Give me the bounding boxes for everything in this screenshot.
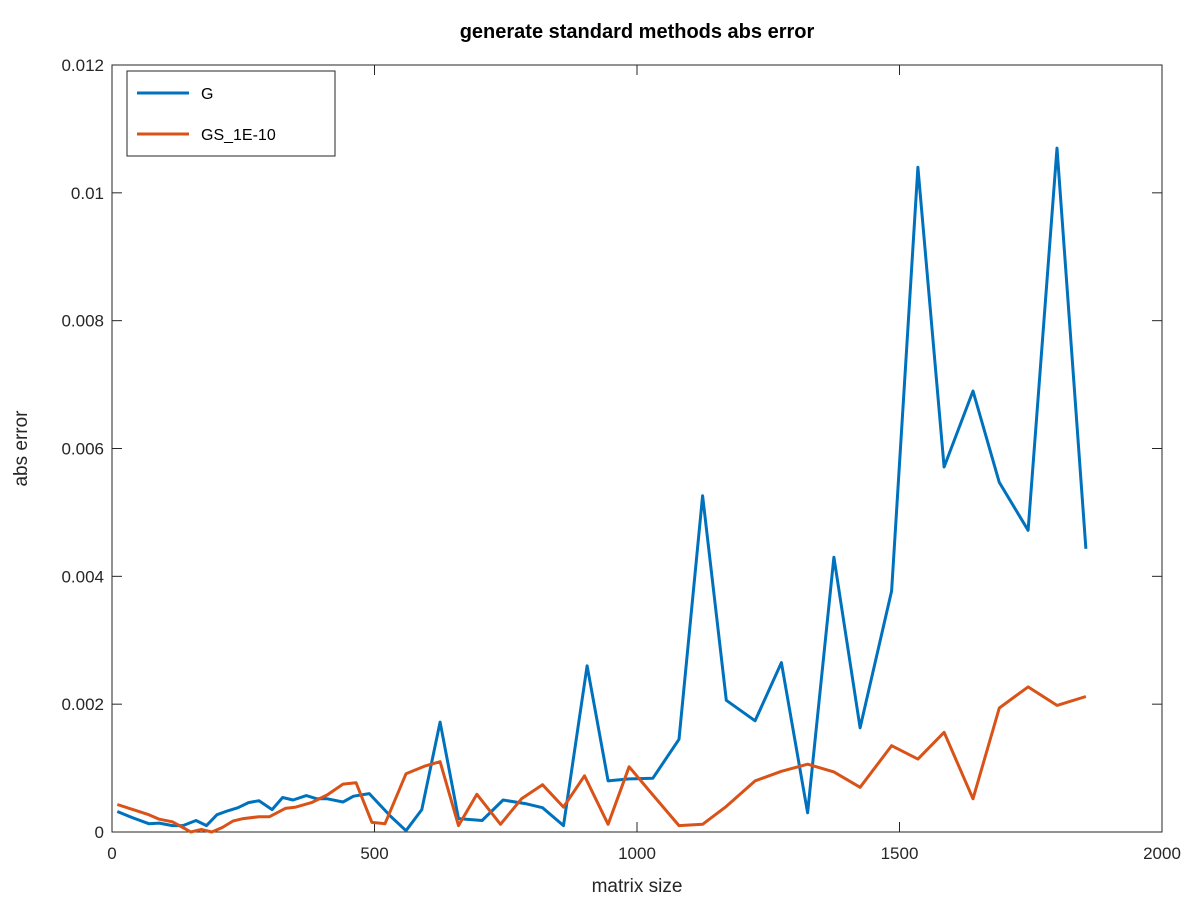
y-axis: 0 0.002 0.004 0.006 0.008 0.01 0.012 xyxy=(61,56,1162,842)
x-tick-label: 0 xyxy=(107,844,116,863)
legend-entry: G xyxy=(201,86,213,103)
plot-area xyxy=(111,64,1163,833)
y-tick-label: 0.002 xyxy=(61,695,104,714)
y-tick-label: 0.008 xyxy=(61,312,104,331)
y-tick-label: 0.01 xyxy=(71,184,104,203)
series-group xyxy=(116,146,1088,834)
y-tick-label: 0.004 xyxy=(61,567,104,586)
x-axis-label: matrix size xyxy=(592,876,683,897)
x-tick-label: 500 xyxy=(360,844,388,863)
y-tick-label: 0.006 xyxy=(61,440,104,459)
series-line-g xyxy=(116,146,1088,833)
chart-title: generate standard methods abs error xyxy=(460,21,815,43)
series-line-gs-1e-10 xyxy=(116,685,1087,834)
legend-box xyxy=(126,70,336,157)
legend-entry: GS_1E-10 xyxy=(201,127,276,144)
legend: G GS_1E-10 xyxy=(126,70,336,157)
y-tick-label: 0.012 xyxy=(61,56,104,75)
x-axis: 0 500 1000 1500 2000 xyxy=(107,65,1181,863)
x-tick-label: 1000 xyxy=(618,844,656,863)
x-tick-label: 2000 xyxy=(1143,844,1181,863)
plot-frame xyxy=(111,64,1163,833)
y-axis-label: abs error xyxy=(11,410,32,487)
y-tick-label: 0 xyxy=(95,823,104,842)
x-tick-label: 1500 xyxy=(881,844,919,863)
